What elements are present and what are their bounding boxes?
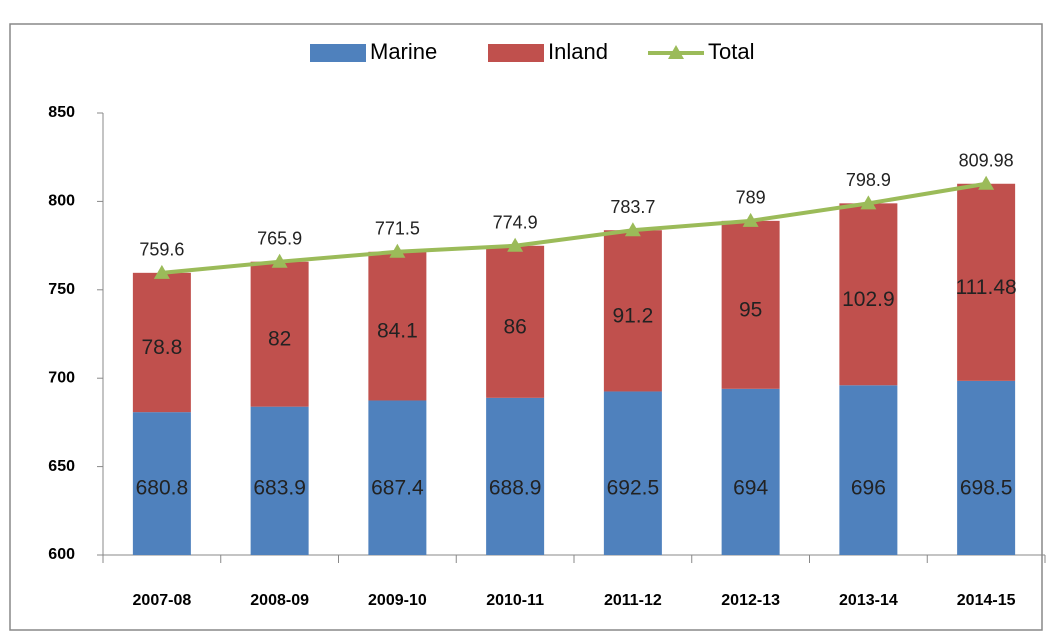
- bar-segment: [603, 391, 662, 555]
- bar-segment: [486, 245, 545, 398]
- bar-segment: [957, 183, 1016, 381]
- x-tick-label: 2008-09: [250, 592, 309, 609]
- legend-swatch: [310, 44, 366, 62]
- legend-label: Total: [708, 39, 754, 64]
- legend-label: Inland: [548, 39, 608, 64]
- data-label: 692.5: [607, 477, 660, 500]
- bar-segment: [250, 261, 309, 407]
- y-tick-label: 800: [48, 193, 75, 210]
- data-label: 759.6: [139, 240, 184, 260]
- x-tick-label: 2007-08: [133, 592, 192, 609]
- total-line: [161, 181, 987, 275]
- y-tick-label: 750: [48, 281, 75, 298]
- data-label: 82: [268, 328, 291, 351]
- y-tick-label: 600: [48, 546, 75, 563]
- y-tick-label: 850: [48, 104, 75, 121]
- x-tick-label: 2013-14: [839, 592, 898, 609]
- data-label: 765.9: [257, 228, 302, 248]
- data-label: 694: [733, 477, 768, 500]
- y-tick-label: 650: [48, 458, 75, 475]
- total-marker: [153, 264, 170, 279]
- data-label: 84.1: [377, 320, 418, 343]
- x-tick-label: 2009-10: [368, 592, 427, 609]
- bar-segment: [250, 406, 309, 555]
- legend-swatch: [488, 44, 544, 62]
- total-marker: [507, 237, 524, 252]
- bar-segment: [368, 251, 427, 401]
- legend-swatch-marker: [668, 45, 684, 59]
- chart-border: [9, 23, 1043, 631]
- data-label: 688.9: [489, 477, 542, 500]
- x-tick-label: 2012-13: [721, 592, 780, 609]
- data-label: 86: [503, 315, 526, 338]
- x-tick-label: 2011-12: [604, 592, 662, 609]
- data-label: 95: [739, 298, 762, 321]
- bar-segment: [132, 272, 191, 413]
- data-label: 698.5: [960, 477, 1013, 500]
- data-label: 111.48: [956, 276, 1017, 299]
- data-label: 91.2: [612, 304, 653, 327]
- bar-segment: [839, 203, 898, 386]
- bar-segment: [839, 385, 898, 555]
- bar-segment: [603, 230, 662, 392]
- total-marker: [624, 222, 641, 237]
- data-label: 771.5: [375, 219, 420, 239]
- bar-segment: [721, 220, 780, 389]
- total-marker: [978, 175, 995, 190]
- legend-label: Marine: [370, 39, 437, 64]
- data-label: 809.98: [959, 151, 1014, 171]
- y-tick-label: 700: [48, 369, 75, 386]
- data-label: 102.9: [842, 288, 895, 311]
- data-label: 687.4: [371, 477, 424, 500]
- total-marker: [271, 253, 288, 268]
- total-marker: [742, 212, 759, 227]
- data-label: 683.9: [253, 477, 306, 500]
- data-label: 789: [736, 188, 766, 208]
- bar-segment: [368, 400, 427, 555]
- x-tick-label: 2014-15: [957, 592, 1016, 609]
- data-label: 78.8: [141, 336, 182, 359]
- x-tick-label: 2010-11: [486, 592, 544, 609]
- data-label: 680.8: [136, 477, 189, 500]
- bar-segment: [957, 380, 1016, 555]
- bar-segment: [486, 397, 545, 555]
- total-marker: [389, 243, 406, 258]
- data-label: 696: [851, 477, 886, 500]
- data-label: 783.7: [610, 197, 655, 217]
- bar-segment: [721, 388, 780, 555]
- total-marker: [860, 195, 877, 210]
- bar-segment: [132, 412, 191, 555]
- data-label: 798.9: [846, 170, 891, 190]
- data-label: 774.9: [493, 213, 538, 233]
